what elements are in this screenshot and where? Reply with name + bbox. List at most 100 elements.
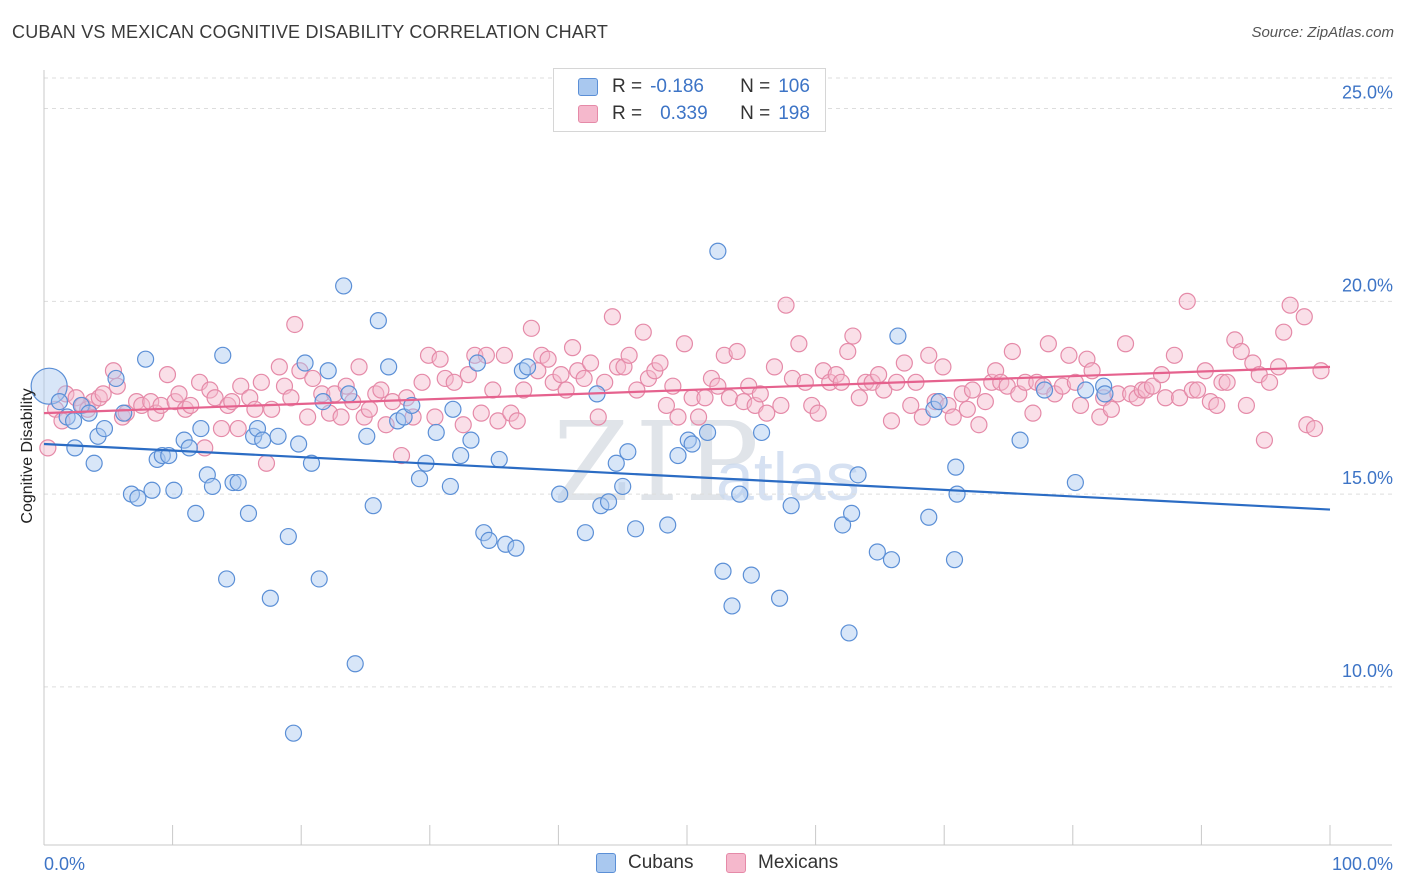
cuban-point <box>868 543 886 561</box>
legend-n-value: 198 <box>778 103 810 124</box>
legend-row-mexicans: R = 0.339 N = 198 <box>578 102 810 126</box>
mexican-point <box>772 396 790 415</box>
mexican-point <box>777 296 795 314</box>
y-tick-label: 10.0% <box>1342 661 1393 681</box>
mexican-point <box>651 354 669 372</box>
cuban-point <box>229 473 247 492</box>
cuban-point <box>698 423 717 442</box>
cuban-point <box>709 242 727 260</box>
cuban-point <box>30 367 68 405</box>
cuban-point <box>518 358 537 376</box>
mexican-point <box>158 366 177 384</box>
cuban-point <box>302 454 321 472</box>
mexican-point <box>1071 396 1090 415</box>
y-tick-label: 20.0% <box>1342 275 1393 295</box>
mexican-point <box>436 369 454 388</box>
mexican-point <box>1053 377 1072 395</box>
legend-item-mexicans: Mexicans <box>726 852 838 874</box>
y-axis-title: Cognitive Disability <box>19 388 36 524</box>
cuban-point <box>592 497 610 515</box>
cuban-point <box>945 551 964 569</box>
legend-row-cubans: R = -0.186 N = 106 <box>578 75 810 99</box>
mexican-point <box>552 366 570 384</box>
cuban-point <box>1011 431 1029 449</box>
cuban-point <box>358 427 376 445</box>
cuban-point <box>410 470 429 488</box>
cuban-point <box>214 346 232 364</box>
mexican-point <box>963 381 982 399</box>
cuban-point <box>427 423 445 442</box>
mexican-point <box>934 358 952 376</box>
mexican-point <box>539 350 557 368</box>
cuban-point <box>462 431 480 449</box>
axes <box>43 70 1392 846</box>
cuban-point <box>441 477 459 496</box>
mexican-point <box>958 400 976 418</box>
cuban-point <box>129 489 147 507</box>
mexican-point <box>589 408 607 426</box>
mexican-point <box>728 342 746 361</box>
mexican-point <box>39 439 57 457</box>
mexican-point <box>1312 362 1330 380</box>
cuban-point <box>752 423 771 442</box>
mexican-point <box>206 389 224 407</box>
cuban-point <box>340 385 358 403</box>
cuban-point <box>480 531 498 549</box>
mexican-point <box>182 396 200 415</box>
legend-n-label: N = <box>740 103 771 124</box>
legend-r-value: 0.339 <box>660 103 708 124</box>
mexican-point <box>1152 366 1171 384</box>
mexican-point <box>232 377 250 395</box>
cuban-point <box>714 562 732 580</box>
cuban-point <box>843 504 861 523</box>
mexican-point <box>413 373 431 391</box>
legend-swatch-cubans <box>596 853 616 873</box>
mexican-point <box>1218 373 1236 391</box>
cuban-point <box>187 504 205 523</box>
correlation-legend: R = -0.186 N = 106 R = 0.339 N = 198 <box>553 68 826 132</box>
cuban-point <box>683 435 701 453</box>
mexican-point <box>1178 292 1196 310</box>
mexican-point <box>489 412 507 430</box>
mexican-point <box>152 396 170 415</box>
cuban-point <box>599 493 618 511</box>
cuban-point <box>723 597 741 615</box>
mexican-point <box>1295 308 1313 326</box>
cuban-point <box>346 655 364 673</box>
x-tick-label: 100.0% <box>1332 854 1393 874</box>
legend-swatch-cubans <box>578 78 598 96</box>
cuban-point <box>444 400 462 418</box>
mexican-point <box>709 377 727 395</box>
mexican-point <box>170 385 188 403</box>
cuban-point <box>335 277 353 295</box>
cuban-point <box>380 358 398 376</box>
cuban-point <box>314 392 332 411</box>
mexican-point <box>669 408 687 426</box>
mexican-point <box>715 346 733 364</box>
cuban-point <box>576 524 595 542</box>
mexican-point <box>944 408 962 426</box>
legend-r-label: R = <box>612 103 643 124</box>
cuban-point <box>782 497 800 515</box>
mexican-point <box>970 416 988 434</box>
mexican-point <box>426 408 444 426</box>
cuban-point <box>731 485 749 503</box>
cuban-point <box>284 724 303 742</box>
cuban-point <box>497 535 515 553</box>
cuban-point <box>947 458 965 476</box>
cuban-point <box>1077 381 1095 399</box>
mexican-point <box>431 350 449 368</box>
mexican-point <box>299 408 317 426</box>
watermark-zip: ZIP <box>553 398 765 526</box>
cuban-point <box>115 404 133 422</box>
cuban-point <box>66 439 84 457</box>
mexican-point <box>1260 373 1279 391</box>
mexican-point <box>522 319 540 337</box>
mexican-point <box>372 381 390 399</box>
cuban-point <box>310 570 328 588</box>
x-tick-label: 0.0% <box>44 854 85 874</box>
mexican-point <box>1281 296 1299 314</box>
cuban-trend-line <box>43 442 1331 511</box>
mexican-point <box>1237 396 1256 415</box>
